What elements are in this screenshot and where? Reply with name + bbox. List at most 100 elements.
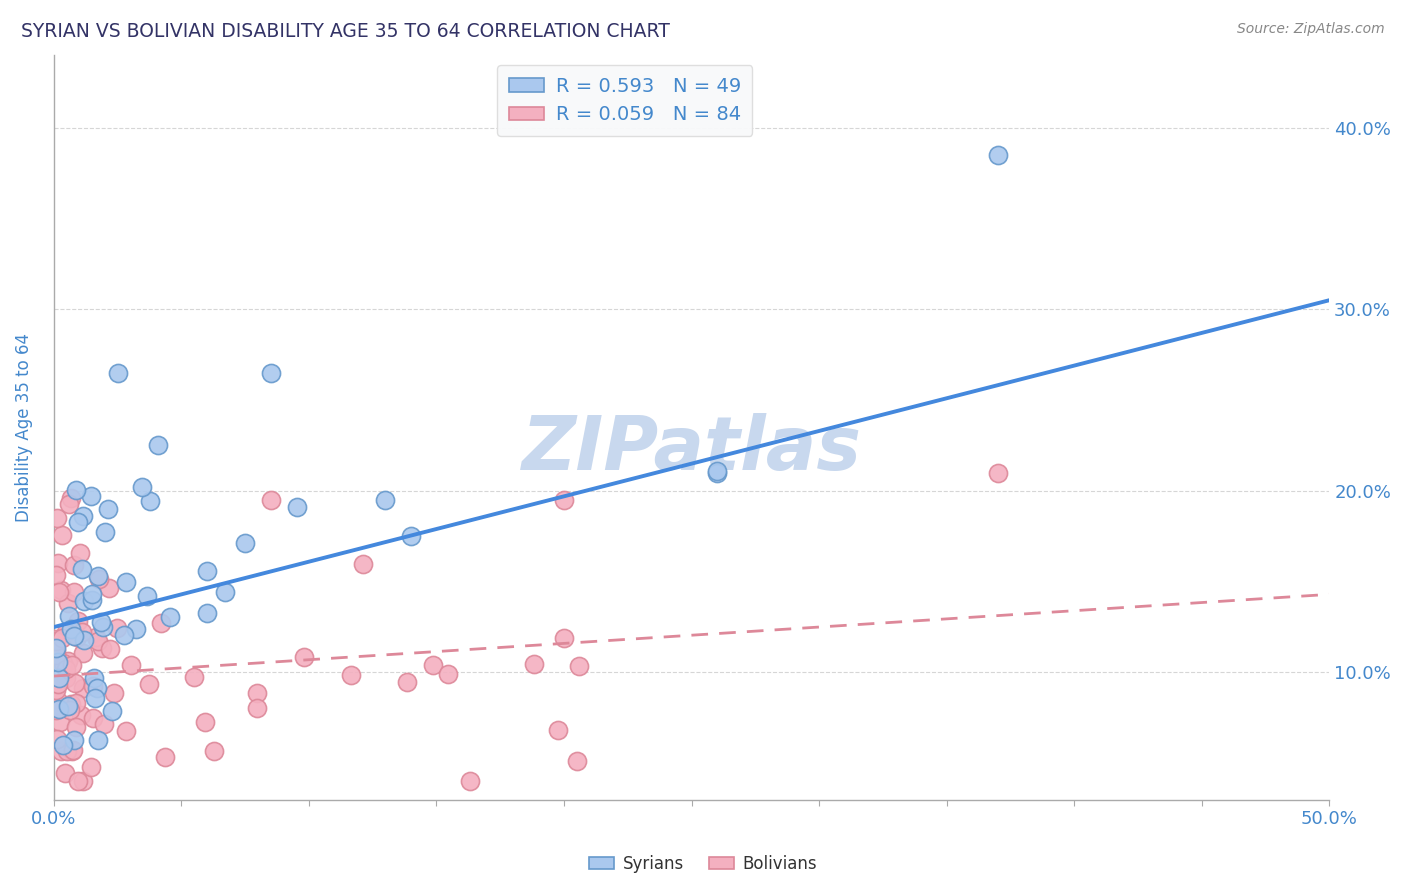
Point [56,596,79,610]
Point [55,625,77,640]
Point [58,698,80,713]
Point [56,744,79,758]
Point [112,628,135,642]
Point [987,148,1010,162]
Point [136,589,159,603]
Point [48,714,70,729]
Point [46,655,69,669]
Point [107,366,129,380]
Point [120,658,142,673]
Point [52,738,75,752]
Point [62,743,84,757]
Point [98,641,121,656]
Point [70,625,93,640]
Point [63,630,86,644]
Point [72,681,94,695]
Point [56,654,79,668]
Point [72,633,94,648]
Point [82,680,104,694]
Point [59,702,82,716]
Point [48,671,70,685]
Point [553,492,575,507]
Point [65,696,87,710]
Point [66,774,89,789]
Point [72,646,94,660]
Point [62,558,84,572]
Point [987,466,1010,480]
Point [67,614,90,628]
Point [62,585,84,599]
Point [82,711,104,725]
Point [45,634,67,648]
Point [45,648,67,663]
Point [153,750,176,764]
Point [340,668,363,682]
Point [422,657,444,672]
Point [103,686,125,700]
Point [183,669,205,683]
Point [131,480,153,494]
Point [115,724,138,739]
Point [55,671,77,685]
Point [523,657,546,671]
Point [46,731,69,746]
Point [70,562,93,576]
Point [45,640,67,655]
Point [101,704,124,718]
Point [84,690,107,705]
Point [194,715,217,730]
Point [52,657,75,671]
Point [138,676,160,690]
Point [399,529,422,543]
Point [72,774,94,789]
Point [285,500,308,514]
Point [59,622,82,636]
Point [260,492,283,507]
Point [150,616,173,631]
Point [260,366,283,380]
Point [58,609,80,624]
Point [69,546,91,560]
Y-axis label: Disability Age 35 to 64: Disability Age 35 to 64 [15,333,32,522]
Point [204,744,226,758]
Point [547,723,569,737]
Point [51,528,73,542]
Point [45,643,67,657]
Point [82,592,104,607]
Point [159,609,181,624]
Point [60,744,83,758]
Point [72,509,94,524]
Text: SYRIAN VS BOLIVIAN DISABILITY AGE 35 TO 64 CORRELATION CHART: SYRIAN VS BOLIVIAN DISABILITY AGE 35 TO … [21,22,671,41]
Point [80,760,103,774]
Point [79,489,101,503]
Point [60,698,83,712]
Point [59,491,82,505]
Point [396,675,419,690]
Point [93,524,115,539]
Point [48,585,70,599]
Point [568,658,591,673]
Point [49,744,72,758]
Point [62,732,84,747]
Point [195,565,218,579]
Point [90,615,112,629]
Point [60,658,83,673]
Point [48,702,70,716]
Point [87,569,110,583]
Legend: Syrians, Bolivians: Syrians, Bolivians [582,848,824,880]
Point [65,720,87,734]
Point [91,641,114,656]
Point [45,632,67,647]
Point [84,630,107,644]
Point [53,765,76,780]
Point [139,494,162,508]
Point [195,607,218,621]
Point [246,700,269,714]
Point [51,631,73,645]
Point [89,572,111,586]
Point [706,466,728,480]
Point [51,582,73,597]
Point [214,585,236,599]
Point [46,676,69,690]
Point [146,438,169,452]
